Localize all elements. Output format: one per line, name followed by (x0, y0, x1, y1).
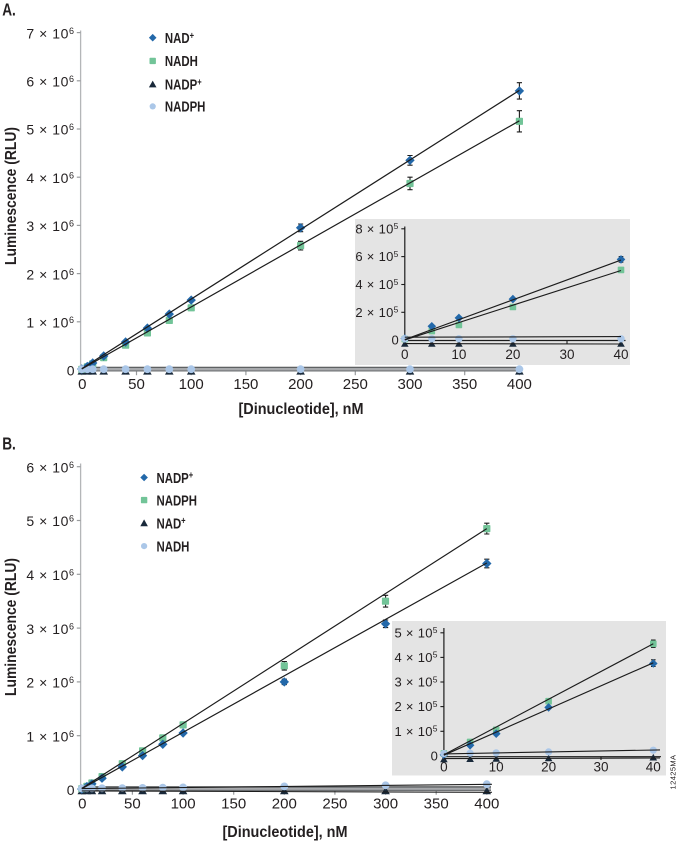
svg-text:5 × 106: 5 × 106 (26, 122, 74, 138)
svg-text:0: 0 (67, 782, 75, 798)
svg-text:0: 0 (431, 748, 438, 763)
svg-text:0: 0 (78, 796, 86, 813)
svg-text:10: 10 (451, 347, 466, 362)
svg-text:6 × 105: 6 × 105 (355, 249, 398, 264)
svg-text:150: 150 (221, 796, 246, 813)
svg-text:NADP+: NADP+ (157, 469, 194, 486)
svg-text:[Dinucleotide], nM: [Dinucleotide], nM (223, 824, 348, 841)
svg-text:7 × 106: 7 × 106 (26, 25, 74, 41)
svg-text:350: 350 (424, 796, 449, 813)
svg-text:1 × 106: 1 × 106 (26, 315, 74, 331)
svg-text:3 × 105: 3 × 105 (394, 674, 437, 689)
svg-text:3 × 106: 3 × 106 (26, 218, 74, 234)
svg-text:B.: B. (2, 435, 16, 454)
svg-text:12425MA: 12425MA (669, 755, 678, 790)
svg-text:350: 350 (452, 376, 477, 393)
svg-text:5 × 105: 5 × 105 (394, 625, 437, 640)
svg-text:[Dinucleotide], nM: [Dinucleotide], nM (239, 401, 364, 418)
svg-text:A.: A. (2, 1, 16, 20)
svg-text:300: 300 (397, 376, 422, 393)
svg-text:40: 40 (613, 347, 628, 362)
svg-text:NADH: NADH (165, 53, 198, 70)
svg-text:0: 0 (391, 333, 398, 348)
svg-text:100: 100 (171, 796, 196, 813)
svg-text:400: 400 (507, 376, 532, 393)
svg-text:20: 20 (505, 347, 520, 362)
svg-text:1 × 106: 1 × 106 (26, 728, 74, 744)
svg-text:3 × 106: 3 × 106 (26, 621, 74, 637)
svg-text:Luminescence (RLU): Luminescence (RLU) (3, 127, 20, 265)
svg-text:200: 200 (272, 796, 297, 813)
svg-text:100: 100 (179, 376, 204, 393)
svg-text:NADH: NADH (157, 538, 190, 555)
svg-text:Luminescence (RLU): Luminescence (RLU) (3, 558, 20, 696)
svg-text:0: 0 (67, 362, 75, 378)
svg-text:20: 20 (541, 759, 556, 774)
svg-text:5 × 106: 5 × 106 (26, 513, 74, 529)
svg-text:200: 200 (288, 376, 313, 393)
svg-text:250: 250 (343, 376, 368, 393)
svg-text:NADP+: NADP+ (165, 76, 202, 93)
svg-text:2 × 106: 2 × 106 (26, 675, 74, 691)
svg-text:4 × 106: 4 × 106 (26, 567, 74, 583)
svg-text:2 × 105: 2 × 105 (355, 305, 398, 320)
svg-text:2 × 105: 2 × 105 (394, 699, 437, 714)
svg-text:30: 30 (559, 347, 574, 362)
svg-text:300: 300 (373, 796, 398, 813)
svg-text:4 × 106: 4 × 106 (26, 170, 74, 186)
svg-text:400: 400 (474, 796, 499, 813)
svg-text:10: 10 (489, 759, 504, 774)
svg-text:30: 30 (593, 759, 608, 774)
svg-text:50: 50 (124, 796, 141, 813)
svg-text:250: 250 (322, 796, 347, 813)
svg-text:4 × 105: 4 × 105 (394, 650, 437, 665)
svg-text:0: 0 (401, 347, 409, 362)
svg-text:150: 150 (233, 376, 258, 393)
svg-text:50: 50 (128, 376, 145, 393)
svg-text:40: 40 (646, 759, 661, 774)
svg-text:NAD+: NAD+ (165, 29, 194, 46)
svg-text:1 × 105: 1 × 105 (394, 724, 437, 739)
svg-text:NADPH: NADPH (165, 98, 206, 115)
svg-text:6 × 106: 6 × 106 (26, 74, 74, 90)
svg-text:2 × 106: 2 × 106 (26, 266, 74, 282)
svg-text:0: 0 (440, 759, 448, 774)
svg-text:NADPH: NADPH (157, 492, 198, 509)
svg-text:0: 0 (78, 376, 86, 393)
svg-text:8 × 105: 8 × 105 (355, 221, 398, 236)
svg-text:6 × 106: 6 × 106 (26, 459, 74, 475)
svg-text:NAD+: NAD+ (157, 515, 186, 532)
svg-text:4 × 105: 4 × 105 (355, 277, 398, 292)
